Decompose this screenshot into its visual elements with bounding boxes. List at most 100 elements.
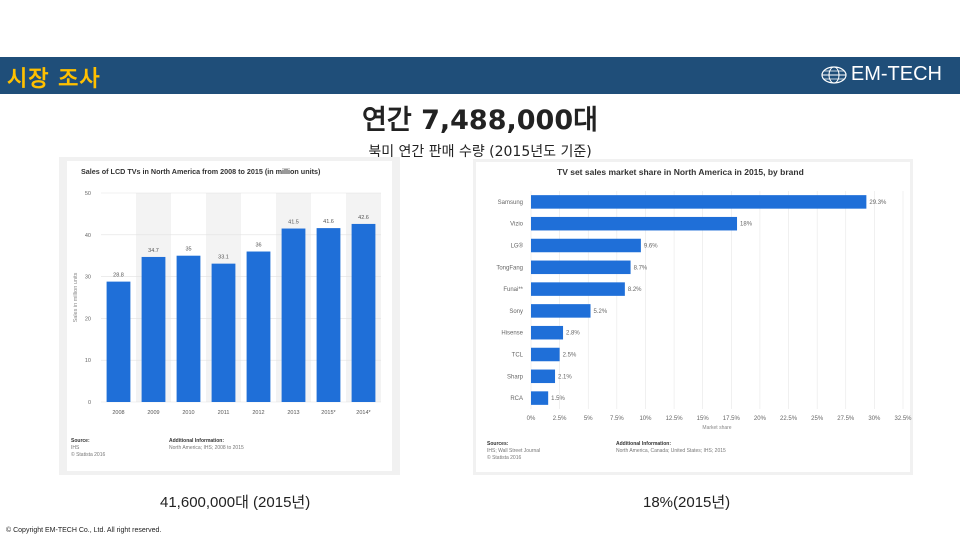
data-label: 8.7%	[634, 265, 648, 271]
source-text: © Statista 2016	[71, 451, 105, 458]
bar	[281, 228, 306, 402]
category-label: Sharp	[507, 374, 524, 380]
x-tick-label: 12.5%	[666, 416, 684, 422]
additional-info-text: North America, Canada; United States; IH…	[616, 448, 726, 454]
x-tick-label: 0%	[527, 416, 536, 422]
bar	[316, 228, 341, 402]
data-label: 34.7	[148, 248, 159, 254]
x-tick-label: 32.5%	[894, 416, 912, 422]
category-label: Sony	[509, 309, 523, 315]
bar	[246, 251, 271, 402]
x-tick-label: 2011	[218, 410, 230, 416]
x-tick-label: 2010	[182, 410, 194, 416]
data-label: 36	[255, 243, 261, 249]
category-label: Vizio	[510, 222, 524, 228]
data-label: 29.3%	[869, 200, 887, 206]
right-chart-caption: 18%(2015년)	[643, 494, 731, 511]
data-label: 18%	[740, 222, 753, 228]
header-title: 시장 조사	[7, 67, 101, 92]
headline: 연간 7,488,000대	[362, 105, 598, 136]
logo: EM-TECH	[821, 63, 942, 86]
bar	[531, 195, 867, 209]
x-tick-label: 30%	[868, 416, 881, 422]
y-tick-label: 10	[85, 358, 91, 364]
data-label: 41.6	[323, 219, 334, 225]
source-text: IHS	[71, 445, 80, 451]
data-label: 28.8	[113, 273, 124, 279]
data-label: 9.6%	[644, 244, 658, 250]
x-tick-label: 22.5%	[780, 416, 798, 422]
y-tick-label: 50	[85, 191, 91, 197]
chart-title: Sales of LCD TVs in North America from 2…	[81, 167, 321, 176]
bar	[531, 347, 560, 362]
logo-text: EM-TECH	[850, 63, 942, 85]
header-bar: 시장 조사 EM-TECH	[0, 57, 960, 94]
additional-info-text: Additional Information:	[616, 441, 671, 447]
x-tick-label: 20%	[754, 416, 767, 422]
source-text: Sources:	[487, 441, 509, 447]
chart-title: TV set sales market share in North Ameri…	[557, 167, 804, 177]
x-tick-label: 17.5%	[723, 416, 741, 422]
data-label: 1.5%	[551, 396, 565, 402]
x-tick-label: 2.5%	[553, 416, 567, 422]
category-label: Funai**	[503, 287, 523, 293]
y-tick-label: 0	[88, 400, 91, 406]
data-label: 41.5	[288, 220, 299, 226]
source-text: © Statista 2016	[487, 454, 521, 461]
bar	[531, 282, 625, 296]
y-tick-label: 20	[85, 316, 91, 322]
category-label: TongFang	[496, 265, 523, 271]
bar	[176, 255, 201, 402]
additional-info-text: Additional Information:	[169, 438, 224, 444]
x-axis-label: Market share	[702, 425, 731, 431]
copyright-text: © Copyright EM-TECH Co., Ltd. All right …	[6, 527, 162, 534]
bar	[351, 223, 376, 402]
x-tick-label: 7.5%	[610, 416, 624, 422]
bar	[531, 216, 738, 231]
bar	[106, 281, 131, 402]
lcd-sales-chart: Sales of LCD TVs in North America from 2…	[67, 161, 392, 471]
bar	[531, 391, 549, 405]
y-tick-label: 40	[85, 233, 91, 239]
data-label: 2.1%	[558, 374, 572, 380]
x-tick-label: 27.5%	[837, 416, 855, 422]
category-label: LG®	[511, 243, 524, 250]
x-tick-label: 25%	[811, 416, 824, 422]
data-label: 33.1	[218, 255, 229, 261]
left-chart-caption: 41,600,000대 (2015년)	[160, 494, 311, 511]
source-text: Source:	[71, 438, 90, 444]
data-label: 2.8%	[566, 331, 580, 337]
bar	[141, 256, 166, 402]
market-share-chart: TV set sales market share in North Ameri…	[476, 162, 912, 472]
x-tick-label: 10%	[639, 416, 652, 422]
globe-icon	[821, 65, 847, 84]
x-tick-label: 2015*	[321, 410, 336, 416]
bar	[531, 304, 591, 318]
x-tick-label: 2009	[147, 410, 159, 416]
category-label: Hisense	[501, 331, 523, 337]
bar	[531, 260, 631, 275]
data-label: 2.5%	[563, 353, 577, 359]
x-tick-label: 5%	[584, 416, 593, 422]
bar	[531, 325, 564, 340]
data-label: 42.6	[358, 215, 369, 221]
y-axis-label: Sales in million units	[73, 272, 79, 322]
x-tick-label: 2014*	[356, 410, 371, 416]
x-tick-label: 2012	[252, 410, 264, 416]
x-tick-label: 15%	[697, 416, 710, 422]
source-text: IHS; Wall Street Journal	[487, 448, 540, 454]
bar	[531, 238, 641, 253]
data-label: 8.2%	[628, 287, 642, 293]
lcd-sales-chart-panel: Sales of LCD TVs in North America from 2…	[59, 157, 400, 475]
data-label: 5.2%	[594, 309, 608, 315]
y-tick-label: 30	[85, 275, 91, 281]
category-label: Samsung	[498, 200, 523, 206]
subheadline: 북미 연간 판매 수량 (2015년도 기준)	[368, 144, 592, 160]
x-tick-label: 2013	[287, 410, 299, 416]
bar	[211, 263, 236, 402]
additional-info-text: North America; IHS; 2008 to 2015	[169, 445, 244, 451]
category-label: TCL	[512, 353, 524, 359]
data-label: 35	[185, 247, 191, 253]
market-share-chart-panel: TV set sales market share in North Ameri…	[473, 159, 913, 475]
bar	[531, 369, 556, 384]
